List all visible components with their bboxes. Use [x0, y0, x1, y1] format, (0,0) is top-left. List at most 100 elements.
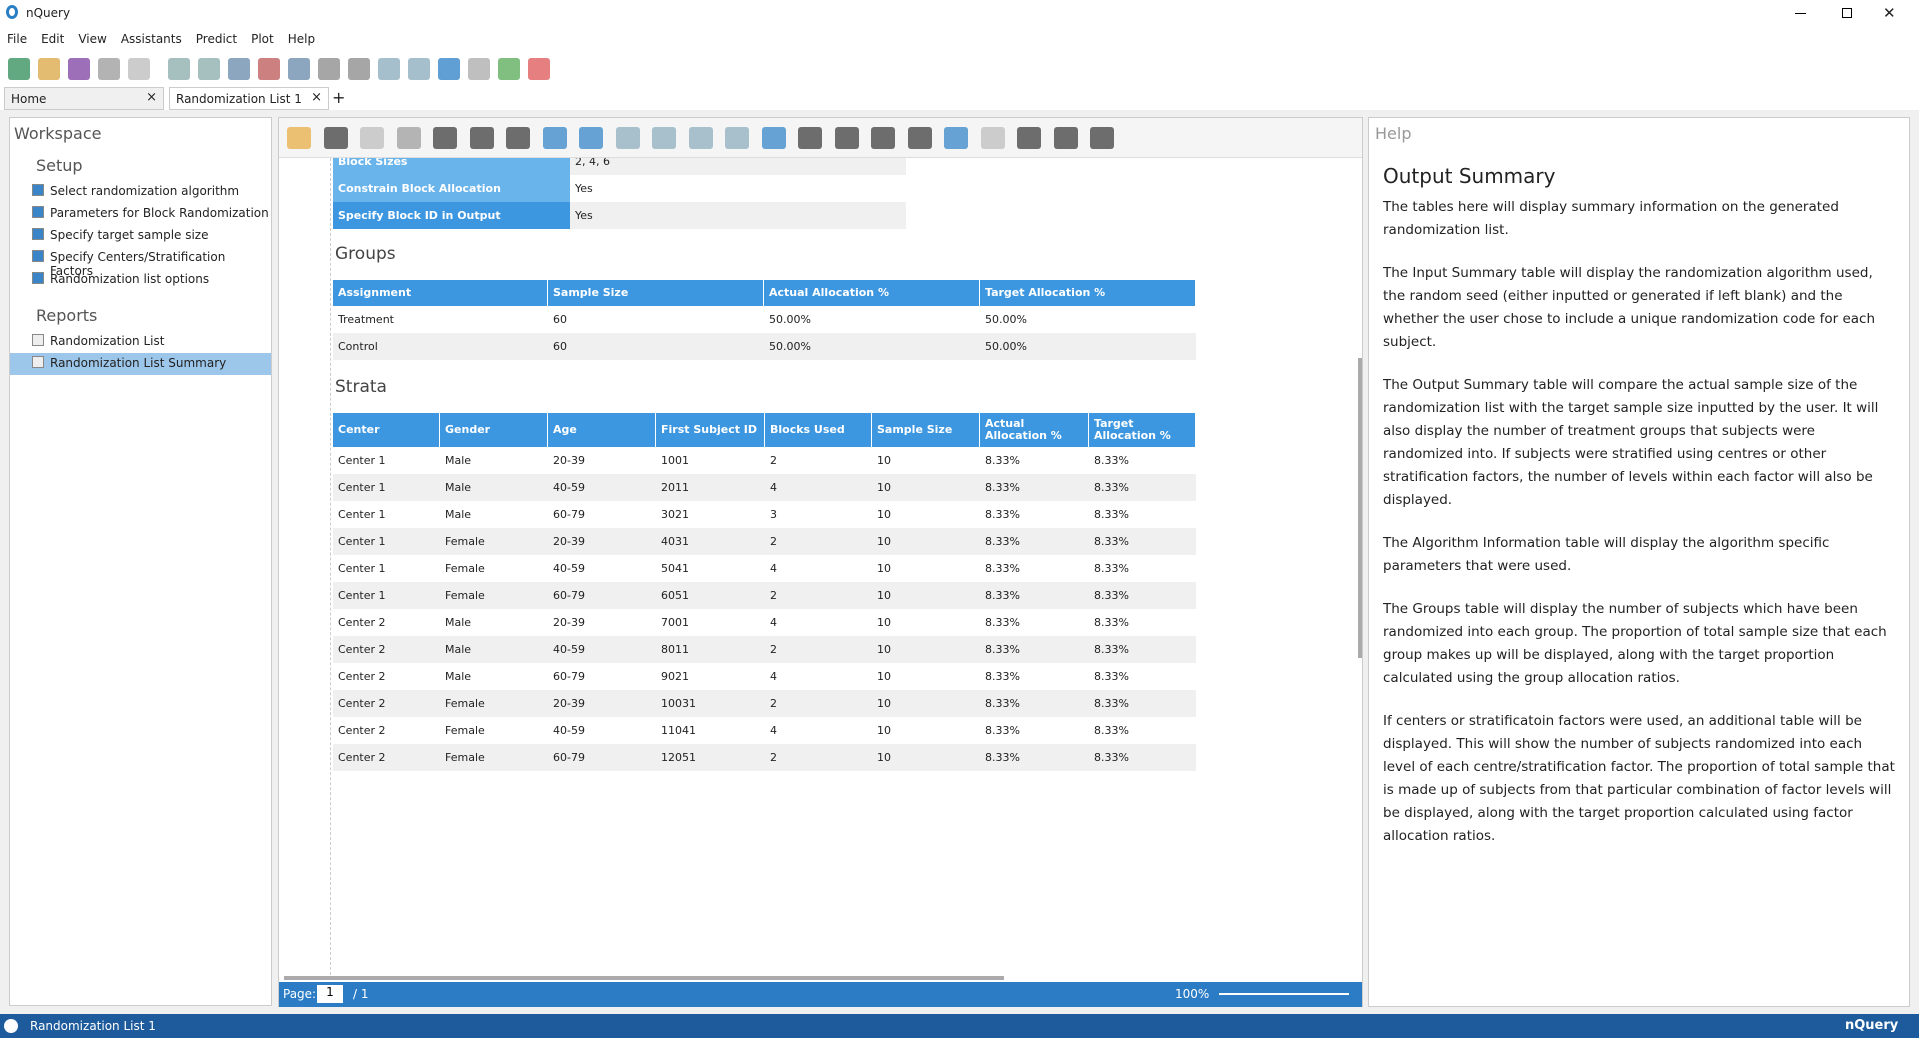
viewer-button[interactable] — [1090, 127, 1114, 149]
menu-item[interactable]: Predict — [196, 32, 237, 46]
toolbar-button[interactable] — [288, 58, 310, 80]
table-cell: 10 — [872, 717, 980, 744]
menu-item[interactable]: Plot — [251, 32, 274, 46]
viewer-button[interactable] — [433, 127, 457, 149]
toolbar-button[interactable] — [498, 58, 520, 80]
viewer-button[interactable] — [835, 127, 859, 149]
close-button[interactable]: ✕ — [1883, 4, 1896, 22]
toolbar-button[interactable] — [528, 58, 550, 80]
tab-strip: Home×Randomization List 1×+ — [0, 87, 1919, 110]
section-title[interactable]: Setup — [16, 156, 83, 175]
main-toolbar — [0, 51, 1919, 87]
viewer-button[interactable] — [543, 127, 567, 149]
viewer-button[interactable] — [1017, 127, 1041, 149]
info-icon — [4, 1019, 18, 1033]
minimize-button[interactable] — [1795, 13, 1806, 14]
menu-item[interactable]: File — [7, 32, 27, 46]
page-input[interactable]: 1 — [317, 985, 343, 1003]
toolbar-button[interactable] — [38, 58, 60, 80]
tab-close[interactable]: × — [311, 90, 322, 105]
toolbar-button[interactable] — [318, 58, 340, 80]
toolbar-button[interactable] — [468, 58, 490, 80]
viewer-button[interactable] — [944, 127, 968, 149]
table-cell: 8.33% — [980, 528, 1089, 555]
tree-label[interactable]: Specify target sample size — [50, 228, 209, 242]
viewer-button[interactable] — [652, 127, 676, 149]
help-paragraph: The Input Summary table will display the… — [1383, 262, 1895, 354]
help-paragraph: The Output Summary table will compare th… — [1383, 374, 1895, 512]
table-cell: 10 — [872, 555, 980, 582]
viewer-button[interactable] — [616, 127, 640, 149]
viewer-button[interactable] — [397, 127, 421, 149]
toolbar-button[interactable] — [198, 58, 220, 80]
viewer-button[interactable] — [798, 127, 822, 149]
table-cell: 4031 — [656, 528, 765, 555]
tree-label[interactable]: Randomization List — [50, 334, 164, 348]
table-cell: Male — [440, 663, 548, 690]
table-cell: Male — [440, 501, 548, 528]
toolbar-button[interactable] — [128, 58, 150, 80]
tab-label: Home — [11, 92, 157, 106]
section-title[interactable]: Reports — [16, 306, 97, 325]
viewer-button[interactable] — [908, 127, 932, 149]
viewer-button[interactable] — [324, 127, 348, 149]
zoom-slider[interactable] — [1219, 993, 1349, 995]
tree-label[interactable]: Randomization List Summary — [50, 356, 226, 370]
toolbar-button[interactable] — [408, 58, 430, 80]
menu-item[interactable]: Assistants — [121, 32, 182, 46]
table-cell: 8.33% — [980, 447, 1089, 474]
table-cell: 20-39 — [548, 690, 656, 717]
column-header: Sample Size — [548, 280, 764, 306]
viewer-button[interactable] — [360, 127, 384, 149]
viewer-button[interactable] — [287, 127, 311, 149]
table-cell: 8.33% — [1089, 690, 1196, 717]
viewer-button[interactable] — [762, 127, 786, 149]
viewer-button[interactable] — [1054, 127, 1078, 149]
new-tab[interactable]: + — [332, 88, 345, 107]
tree-label[interactable]: Parameters for Block Randomization — [50, 206, 269, 220]
toolbar-button[interactable] — [8, 58, 30, 80]
viewer-button[interactable] — [689, 127, 713, 149]
menu-item[interactable]: Help — [288, 32, 315, 46]
tab[interactable]: Home× — [4, 87, 164, 110]
tree-icon — [32, 272, 44, 284]
restore-button[interactable] — [1842, 8, 1852, 18]
tree-label[interactable]: Randomization list options — [50, 272, 209, 286]
table-cell: 8.33% — [1089, 744, 1196, 771]
viewer-button[interactable] — [871, 127, 895, 149]
table-cell: 8.33% — [1089, 582, 1196, 609]
toolbar-button[interactable] — [378, 58, 400, 80]
horizontal-scrollbar[interactable] — [284, 976, 1004, 980]
help-paragraph: If centers or stratificatoin factors wer… — [1383, 710, 1895, 848]
viewer-button[interactable] — [470, 127, 494, 149]
tab[interactable]: Randomization List 1× — [169, 87, 329, 110]
toolbar-button[interactable] — [438, 58, 460, 80]
viewer-button[interactable] — [506, 127, 530, 149]
table-cell: Center 2 — [333, 609, 440, 636]
brand: nQuery — [1845, 1018, 1898, 1033]
table-cell: Female — [440, 744, 548, 771]
menu-item[interactable]: View — [78, 32, 106, 46]
table-cell: 60-79 — [548, 582, 656, 609]
viewer-button[interactable] — [725, 127, 749, 149]
param-value: Yes — [570, 175, 906, 202]
toolbar-button[interactable] — [228, 58, 250, 80]
table-cell: Center 1 — [333, 555, 440, 582]
table-cell: Control — [333, 333, 548, 360]
viewer-button[interactable] — [981, 127, 1005, 149]
toolbar-button[interactable] — [68, 58, 90, 80]
toolbar-button[interactable] — [98, 58, 120, 80]
table-cell: 10 — [872, 447, 980, 474]
tree-label[interactable]: Select randomization algorithm — [50, 184, 239, 198]
table-cell: 4 — [765, 717, 872, 744]
page-margin — [330, 158, 331, 980]
menu-item[interactable]: Edit — [41, 32, 64, 46]
vertical-scrollbar[interactable] — [1358, 358, 1362, 658]
toolbar-button[interactable] — [348, 58, 370, 80]
toolbar-button[interactable] — [168, 58, 190, 80]
toolbar-button[interactable] — [258, 58, 280, 80]
viewer-button[interactable] — [579, 127, 603, 149]
tab-close[interactable]: × — [146, 90, 157, 105]
table-cell: Center 2 — [333, 663, 440, 690]
table-cell: Center 1 — [333, 528, 440, 555]
